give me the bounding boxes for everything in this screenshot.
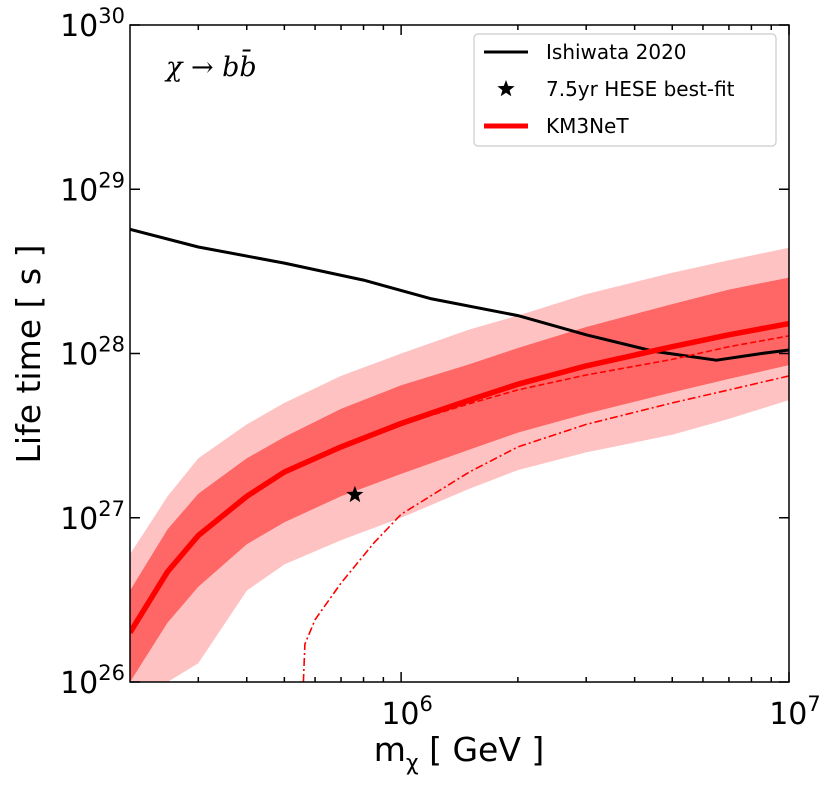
x-tick-label-base: 10 xyxy=(381,697,419,732)
y-tick-label-base: 10 xyxy=(60,173,98,208)
bands-layer xyxy=(130,247,789,682)
line-ishiwata-2020 xyxy=(130,227,789,362)
legend: Ishiwata 2020 7.5yr HESE best-fit KM3NeT xyxy=(473,33,777,147)
legend-box xyxy=(473,33,777,147)
band-5 xyxy=(130,277,789,682)
legend-label-hese: 7.5yr HESE best-fit xyxy=(546,77,735,101)
x-tick-label-exp: 6 xyxy=(420,692,433,716)
y-tick-label-base: 10 xyxy=(60,502,98,537)
x-tick-label-base: 10 xyxy=(769,697,807,732)
x-tick-label-exp: 7 xyxy=(807,692,820,716)
line-km3net xyxy=(130,320,789,635)
hese-best-fit-star xyxy=(346,485,364,503)
line-dashdot-3 xyxy=(302,375,789,682)
legend-label-ishiwata: Ishiwata 2020 xyxy=(546,40,687,64)
x-axis-label-rest: [ GeV ] xyxy=(419,730,545,769)
markers-layer xyxy=(346,485,364,503)
y-tick-label-base: 10 xyxy=(60,338,98,373)
x-tick-label: 106 xyxy=(381,692,433,732)
y-tick-label-exp: 29 xyxy=(98,168,125,192)
legend-swatch-star xyxy=(497,80,515,97)
y-tick-label-exp: 27 xyxy=(98,497,125,521)
x-axis-label-base: m xyxy=(374,730,406,769)
legend-label-km3net: KM3NeT xyxy=(546,114,629,138)
x-tick-label: 107 xyxy=(769,692,821,732)
y-tick-label-exp: 26 xyxy=(98,661,125,685)
y-tick-label-exp: 28 xyxy=(98,333,125,357)
y-tick-label: 1028 xyxy=(60,333,125,373)
y-tick-label: 1030 xyxy=(60,4,125,44)
ticks-layer xyxy=(130,24,790,683)
y-tick-label-exp: 30 xyxy=(98,4,125,28)
y-tick-label: 1026 xyxy=(60,661,125,701)
line-dashed-2 xyxy=(340,335,789,448)
lines-layer xyxy=(130,227,789,682)
y-tick-label: 1027 xyxy=(60,497,125,537)
y-axis-label: Life time [ s ] xyxy=(9,245,48,464)
y-tick-label-base: 10 xyxy=(60,9,98,44)
x-axis-label: mχ [ GeV ] xyxy=(374,730,545,776)
y-tick-label-base: 10 xyxy=(60,666,98,701)
y-tick-label: 1029 xyxy=(60,168,125,208)
chart-annotation: χ → bb̄ xyxy=(164,48,257,83)
x-axis-label-sub: χ xyxy=(406,751,419,776)
